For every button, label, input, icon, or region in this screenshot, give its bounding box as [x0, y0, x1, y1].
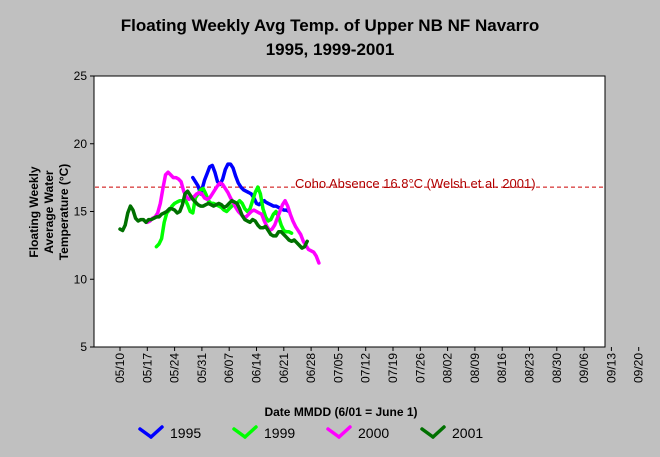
x-axis: 05/10 05/17 05/24 05/31 06/07 06/14 06/21 06/28… — [113, 347, 660, 383]
y-tick-label: 15 — [74, 205, 88, 219]
chart-title-line-2: 1995, 1999-2001 — [266, 40, 395, 59]
legend-swatch-1995 — [138, 427, 153, 439]
legend-swatch-1999-tail — [243, 425, 258, 439]
x-tick-label: 08/23 — [523, 353, 537, 383]
x-tick-label: 07/19 — [386, 353, 400, 383]
y-axis-title-line-2: Average Water — [42, 170, 56, 253]
y-axis-title-line-1: Floating Weekly — [27, 166, 41, 257]
chart-title-line-1: Floating Weekly Avg Temp. of Upper NB NF… — [121, 16, 539, 35]
legend-swatch-1999 — [232, 427, 247, 439]
series-line-1995 — [191, 162, 291, 214]
x-axis-title: Date MMDD (6/01 = June 1) — [264, 405, 417, 419]
coho-threshold-label: Coho Absence 16.8°C (Welsh et al. 2001) — [295, 176, 536, 191]
legend-label-1999: 1999 — [264, 425, 295, 441]
legend-label-1995: 1995 — [170, 425, 201, 441]
x-tick-label: 06/07 — [222, 353, 236, 383]
x-tick-label: 07/26 — [413, 353, 427, 383]
x-tick-label: 05/10 — [113, 353, 127, 383]
x-tick-label: 05/17 — [140, 353, 154, 383]
x-tick-label: 09/20 — [632, 353, 646, 383]
x-tick-label: 09/06 — [577, 353, 591, 383]
x-tick-label: 09/13 — [604, 353, 618, 383]
x-tick-label: 05/24 — [168, 353, 182, 383]
x-tick-label: 08/30 — [550, 353, 564, 383]
legend-label-2000: 2000 — [358, 425, 389, 441]
y-tick-label: 20 — [74, 137, 88, 151]
legend-swatch-2001 — [420, 427, 435, 439]
y-tick-label: 10 — [74, 272, 88, 286]
x-tick-label: 08/16 — [495, 353, 509, 383]
x-tick-label: 05/31 — [195, 353, 209, 383]
x-tick-label: 07/12 — [359, 353, 373, 383]
legend-swatch-2000 — [326, 427, 341, 439]
legend-swatch-2001-tail — [431, 425, 446, 439]
legend-swatch-2000-tail — [337, 425, 352, 439]
series-line-1999 — [154, 185, 294, 249]
y-tick-label: 25 — [74, 69, 88, 83]
y-axis: 5 10 15 20 25 — [74, 69, 94, 354]
y-tick-label: 5 — [80, 340, 87, 354]
x-tick-label: 06/21 — [277, 353, 291, 383]
x-tick-label: 07/05 — [331, 353, 345, 383]
x-tick-label: 06/14 — [250, 353, 264, 383]
series-lines — [118, 162, 321, 265]
plot-area — [93, 75, 606, 348]
legend: 1995 1999 2000 2001 — [138, 425, 483, 441]
x-tick-label: 06/28 — [304, 353, 318, 383]
legend-swatch-1995-tail — [149, 425, 164, 439]
legend-label-2001: 2001 — [452, 425, 483, 441]
x-tick-label: 08/09 — [468, 353, 482, 383]
y-axis-title-line-3: Temperature (°C) — [57, 164, 71, 261]
series-line-2001 — [118, 189, 309, 250]
y-axis-title: Floating Weekly Average Water Temperatur… — [27, 164, 71, 261]
x-tick-label: 08/02 — [441, 353, 455, 383]
